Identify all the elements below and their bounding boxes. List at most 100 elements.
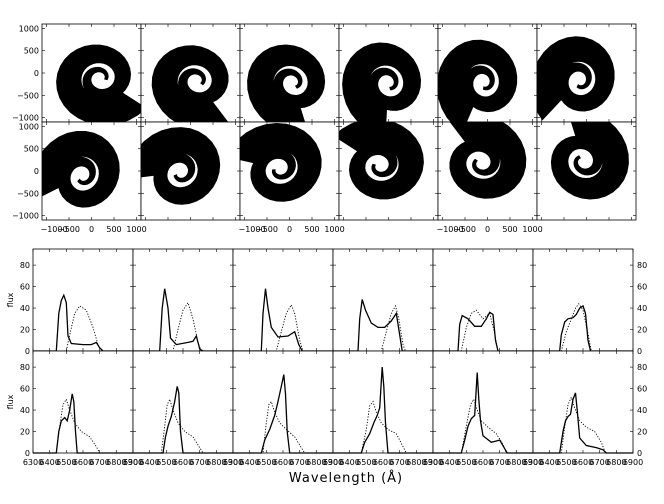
y-tick-label: −500 — [17, 91, 39, 100]
spiral-shape — [42, 131, 120, 208]
x-tick-label: 6900 — [423, 458, 443, 467]
panel-frame — [532, 350, 634, 454]
y-tick-label-left: 20 — [20, 428, 30, 437]
x-tick-label: 6600 — [373, 458, 393, 467]
spiral-panel-3 — [239, 23, 340, 123]
x-tick-label: 6500 — [556, 458, 576, 467]
y-tick-label-right: 0 — [637, 449, 642, 458]
spiral-panel-5 — [437, 23, 538, 123]
spiral-panel-8 — [140, 121, 241, 221]
spiral-shape — [240, 123, 322, 202]
series-solid — [133, 288, 233, 352]
x-axis-title: Wavelength (Å) — [289, 470, 403, 486]
x-tick-label: 6900 — [323, 458, 343, 467]
x-tick-label: −1000 — [437, 225, 464, 234]
spiral-shape — [438, 39, 518, 122]
x-tick-label: 1000 — [126, 225, 146, 234]
series-solid — [333, 367, 433, 454]
series-solid — [33, 393, 133, 454]
spiral-shape — [537, 36, 615, 121]
x-tick-label: 1000 — [324, 225, 344, 234]
spiral-shape — [247, 44, 326, 122]
spectrum-panel-2 — [132, 248, 234, 352]
x-tick-label: −500 — [454, 225, 476, 234]
y-tick-label-left: 40 — [20, 406, 30, 415]
y-tick-label-right: 20 — [637, 326, 647, 335]
y-tick-label: −1000 — [12, 212, 39, 221]
spectrum-panel-4 — [332, 248, 434, 352]
x-tick-label: 0 — [89, 225, 94, 234]
series-solid — [433, 311, 533, 352]
series-dotted — [133, 398, 233, 454]
y-tick-label-left: 0 — [25, 347, 30, 356]
series-solid — [133, 386, 233, 454]
spectrum-panel-3 — [232, 248, 334, 352]
y-tick-label: −500 — [17, 189, 39, 198]
x-tick-label: 6300 — [123, 458, 143, 467]
spiral-image-grid: 10005000−500−100010005000−500−1000−1000−… — [12, 23, 637, 234]
series-solid — [433, 372, 533, 454]
spiral-shape — [449, 122, 527, 199]
y-tick-label: −1000 — [12, 114, 39, 123]
panel-frame — [32, 350, 134, 454]
x-tick-label: 6300 — [423, 458, 443, 467]
panel-frame — [432, 350, 534, 454]
y-tick-label-right: 40 — [637, 406, 647, 415]
x-tick-label: 6800 — [506, 458, 526, 467]
x-tick-label: 6800 — [406, 458, 426, 467]
x-tick-label: 6400 — [139, 458, 159, 467]
panel-frame — [132, 248, 234, 352]
spectrum-panel-6: 0 20 40 60 80 — [532, 248, 647, 356]
y-tick-label-right: 20 — [637, 428, 647, 437]
x-tick-label: 6900 — [123, 458, 143, 467]
x-tick-label: 6300 — [523, 458, 543, 467]
spiral-shape — [151, 45, 229, 122]
x-tick-label: 6700 — [289, 458, 309, 467]
spiral-panel-4 — [338, 23, 439, 123]
x-tick-label: 6600 — [273, 458, 293, 467]
series-solid — [233, 374, 333, 454]
spectra-plot-grid: 0204060800204060800204060806300640065006… — [20, 248, 647, 467]
y-tick-label: 500 — [24, 145, 39, 154]
y-label-spectra-row1: flux — [6, 292, 15, 307]
series-solid — [533, 392, 633, 454]
y-tick-label-left: 0 — [25, 449, 30, 458]
y-tick-label-right: 80 — [637, 363, 647, 372]
series-solid — [33, 293, 133, 352]
x-tick-label: 6300 — [323, 458, 343, 467]
x-tick-label: 6900 — [623, 458, 643, 467]
x-tick-label: 500 — [502, 225, 517, 234]
spiral-panel-12 — [536, 121, 637, 221]
x-tick-label: 6900 — [223, 458, 243, 467]
spiral-shape — [141, 127, 221, 205]
x-tick-label: 6700 — [489, 458, 509, 467]
x-tick-label: 0 — [287, 225, 292, 234]
y-tick-label-left: 80 — [20, 363, 30, 372]
x-tick-label: 6700 — [589, 458, 609, 467]
series-solid — [233, 288, 333, 352]
x-tick-label: 6700 — [389, 458, 409, 467]
spectrum-panel-5 — [432, 248, 534, 352]
x-tick-label: −1000 — [41, 225, 68, 234]
y-tick-label-right: 60 — [637, 385, 647, 394]
spiral-panel-2 — [140, 23, 241, 123]
x-tick-label: 6500 — [356, 458, 376, 467]
y-tick-label-left: 60 — [20, 385, 30, 394]
x-tick-label: 6400 — [439, 458, 459, 467]
x-tick-label: 500 — [304, 225, 319, 234]
x-tick-label: −1000 — [239, 225, 266, 234]
panel-frame — [432, 248, 534, 352]
y-tick-label-right: 0 — [637, 347, 642, 356]
y-tick-label: 1000 — [19, 122, 39, 131]
x-tick-label: 6400 — [339, 458, 359, 467]
y-tick-label-right: 40 — [637, 304, 647, 313]
spiral-shape — [339, 122, 424, 200]
x-tick-label: 6400 — [539, 458, 559, 467]
x-tick-label: 6300 — [223, 458, 243, 467]
